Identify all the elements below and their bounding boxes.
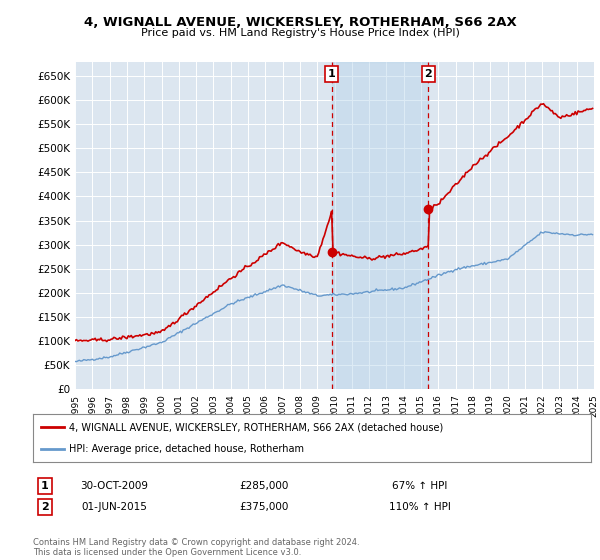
Text: £285,000: £285,000 [239,481,289,491]
Bar [332,62,428,389]
Text: 4, WIGNALL AVENUE, WICKERSLEY, ROTHERHAM, S66 2AX (detached house): 4, WIGNALL AVENUE, WICKERSLEY, ROTHERHAM… [69,422,443,432]
Text: 110% ↑ HPI: 110% ↑ HPI [389,502,451,512]
Text: Price paid vs. HM Land Registry's House Price Index (HPI): Price paid vs. HM Land Registry's House … [140,28,460,38]
Text: 1: 1 [328,69,335,79]
Text: 67% ↑ HPI: 67% ↑ HPI [392,481,448,491]
Text: £375,000: £375,000 [239,502,289,512]
Text: 2: 2 [424,69,432,79]
Text: HPI: Average price, detached house, Rotherham: HPI: Average price, detached house, Roth… [69,444,304,454]
Text: 01-JUN-2015: 01-JUN-2015 [81,502,147,512]
Text: 4, WIGNALL AVENUE, WICKERSLEY, ROTHERHAM, S66 2AX: 4, WIGNALL AVENUE, WICKERSLEY, ROTHERHAM… [83,16,517,29]
Text: 30-OCT-2009: 30-OCT-2009 [80,481,148,491]
Text: 1: 1 [41,481,49,491]
Text: 2: 2 [41,502,49,512]
Text: Contains HM Land Registry data © Crown copyright and database right 2024.
This d: Contains HM Land Registry data © Crown c… [33,538,359,557]
